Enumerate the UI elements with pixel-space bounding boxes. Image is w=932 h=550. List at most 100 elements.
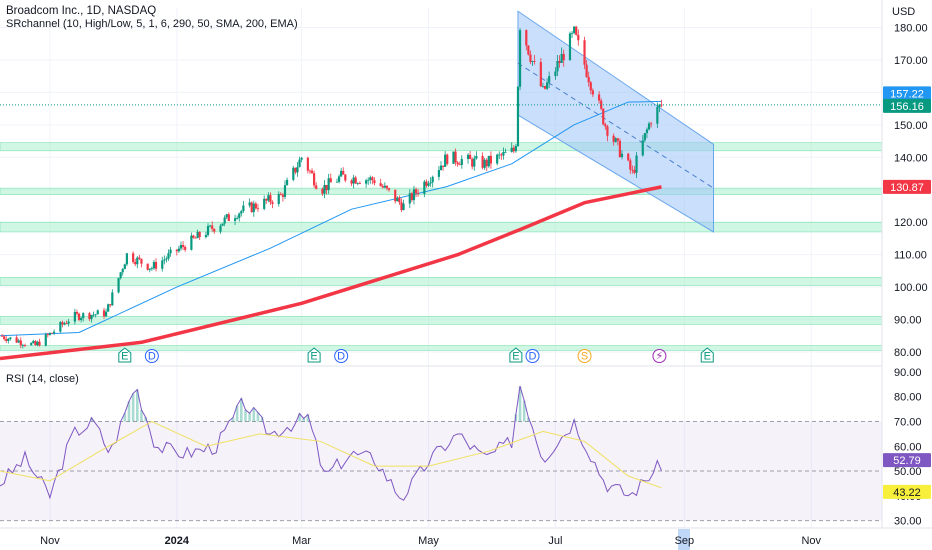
candle-body[interactable] [152,262,156,269]
candle-body[interactable] [269,195,272,203]
event-earnings[interactable]: E [118,347,132,363]
candle-body[interactable] [88,313,91,320]
candle-body[interactable] [456,162,459,165]
candle-body[interactable] [5,339,8,341]
candle-body[interactable] [381,186,384,188]
candle-body[interactable] [539,62,542,87]
candle-body[interactable] [658,104,661,108]
candle-body[interactable] [15,337,18,343]
candle-body[interactable] [340,170,343,177]
candle-body[interactable] [233,218,237,221]
candle-body[interactable] [604,124,607,127]
candle-body[interactable] [396,197,399,202]
candle-body[interactable] [296,167,299,173]
candle-body[interactable] [510,147,513,152]
candle-body[interactable] [59,322,62,332]
candle-body[interactable] [223,217,226,224]
candle-body[interactable] [400,202,403,211]
candle-body[interactable] [198,231,201,238]
event-news[interactable]: ⚡ [652,349,667,363]
candle-body[interactable] [283,185,287,197]
candle-body[interactable] [466,154,470,159]
candle-body[interactable] [500,154,503,156]
candle-body[interactable] [425,181,428,186]
candle-body[interactable] [618,140,621,158]
candle-body[interactable] [431,176,434,183]
candle-body[interactable] [437,170,441,177]
candle-body[interactable] [285,179,289,186]
candle-body[interactable] [337,176,341,182]
candle-body[interactable] [531,61,534,63]
candle-body[interactable] [496,154,499,164]
candle-body[interactable] [169,249,172,254]
candle-body[interactable] [358,183,361,184]
candle-body[interactable] [371,177,374,181]
candle-body[interactable] [134,262,137,265]
candle-body[interactable] [387,188,391,190]
candle-body[interactable] [36,341,39,346]
candle-body[interactable] [92,314,95,316]
candle-body[interactable] [292,167,295,180]
candle-body[interactable] [554,71,557,77]
candle-body[interactable] [63,323,66,325]
candle-body[interactable] [294,167,297,173]
candle-body[interactable] [3,336,6,340]
candle-body[interactable] [502,152,505,156]
candle-body[interactable] [177,248,180,252]
candle-body[interactable] [614,138,617,142]
candle-body[interactable] [38,341,41,346]
candle-body[interactable] [111,292,114,306]
candle-body[interactable] [379,183,382,187]
candle-body[interactable] [354,177,357,184]
candle-body[interactable] [21,345,24,346]
candle-body[interactable] [184,246,187,250]
candle-body[interactable] [556,60,559,72]
candle-body[interactable] [485,159,488,167]
event-markers[interactable]: E D E D E D S ⚡ E [118,347,714,363]
candle-body[interactable] [471,159,474,167]
candle-body[interactable] [562,53,565,61]
candle-body[interactable] [9,337,12,339]
candle-body[interactable] [412,189,416,201]
candle-body[interactable] [267,195,270,201]
candle-body[interactable] [192,235,195,238]
candle-body[interactable] [271,202,274,204]
candle-body[interactable] [575,26,578,35]
candle-body[interactable] [365,180,368,184]
candle-body[interactable] [602,108,605,125]
candle-body[interactable] [408,193,411,204]
candle-body[interactable] [483,159,486,168]
candle-body[interactable] [410,193,413,201]
candle-body[interactable] [94,314,97,316]
candle-body[interactable] [154,262,158,269]
candle-body[interactable] [383,185,386,188]
candle-body[interactable] [591,90,594,95]
candle-body[interactable] [325,184,328,191]
candle-body[interactable] [23,345,27,346]
candle-body[interactable] [30,343,33,346]
candle-body[interactable] [475,156,478,159]
candle-body[interactable] [132,253,135,263]
candle-body[interactable] [423,181,426,194]
candle-body[interactable] [44,334,47,346]
candle-body[interactable] [194,237,197,239]
candle-body[interactable] [335,181,339,183]
candle-body[interactable] [620,153,624,158]
candle-body[interactable] [82,313,85,319]
event-dividend[interactable]: D [334,349,349,363]
candle-body[interactable] [656,107,659,124]
candle-body[interactable] [568,33,572,61]
candle-body[interactable] [102,310,106,317]
candle-body[interactable] [323,184,326,194]
candle-body[interactable] [0,335,4,337]
candle-body[interactable] [248,202,251,206]
candle-body[interactable] [265,198,268,201]
candle-body[interactable] [498,154,501,156]
candle-body[interactable] [350,180,353,184]
candle-body[interactable] [77,313,81,320]
candle-body[interactable] [67,321,70,324]
candle-body[interactable] [385,185,389,189]
candle-body[interactable] [252,203,255,213]
candle-body[interactable] [525,30,528,46]
event-dividend[interactable]: D [144,349,159,363]
